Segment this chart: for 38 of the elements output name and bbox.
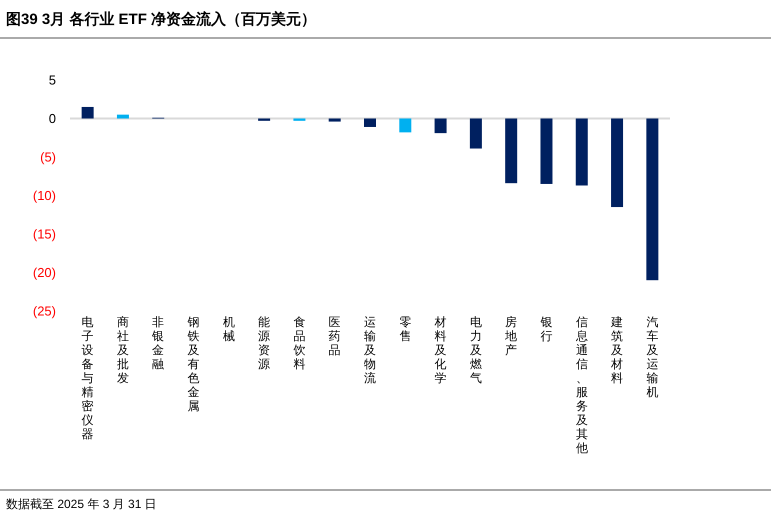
x-tick-label: 材料及化学	[434, 315, 447, 385]
y-tick-label: (15)	[32, 226, 56, 242]
y-tick-label: 5	[48, 72, 56, 88]
bar	[611, 118, 624, 208]
bar	[116, 114, 129, 118]
x-tick-label: 能源资源	[258, 315, 270, 371]
x-tick-label: 钢铁及有色金属	[186, 315, 200, 413]
x-tick-label: 商社及批发	[116, 315, 129, 385]
x-tick-label: 机械	[222, 315, 235, 343]
bar	[540, 118, 552, 184]
bar	[470, 118, 482, 149]
x-tick-label: 建筑及材料	[610, 315, 624, 385]
y-tick-label: 0	[48, 111, 56, 126]
chart-title: 图39 3月 各行业 ETF 净资金流入（百万美元）	[6, 10, 316, 28]
bar	[576, 118, 588, 186]
bar	[82, 106, 94, 118]
bar	[328, 118, 341, 122]
bar	[399, 118, 412, 132]
x-tick-label: 食品饮料	[292, 315, 306, 371]
x-tick-label: 银行	[539, 315, 552, 343]
bar	[434, 118, 447, 134]
category-label: 信息通信、服务及其他	[576, 315, 588, 455]
bar	[364, 118, 376, 127]
x-tick-label: 运输及物流	[364, 315, 376, 385]
bar	[646, 118, 658, 280]
text: 数据截至 2025 年 3 月 31 日	[6, 497, 157, 511]
y-tick-label: (10)	[32, 188, 56, 204]
x-tick-label: 医药品	[328, 315, 341, 357]
x-tick-label: 零售	[399, 315, 412, 343]
bar	[505, 118, 518, 184]
x-tick-label: 非银金融	[151, 315, 164, 371]
category-label: 电子设备与精密仪器	[82, 315, 94, 441]
y-tick-label: (25)	[32, 304, 56, 319]
x-tick-label: 房地产	[504, 315, 518, 357]
y-tick-label: (20)	[32, 265, 56, 280]
x-tick-label: 电力及燃气	[470, 315, 482, 385]
y-tick-label: (5)	[40, 150, 56, 165]
x-tick-label: 汽车及运输机	[646, 315, 658, 399]
